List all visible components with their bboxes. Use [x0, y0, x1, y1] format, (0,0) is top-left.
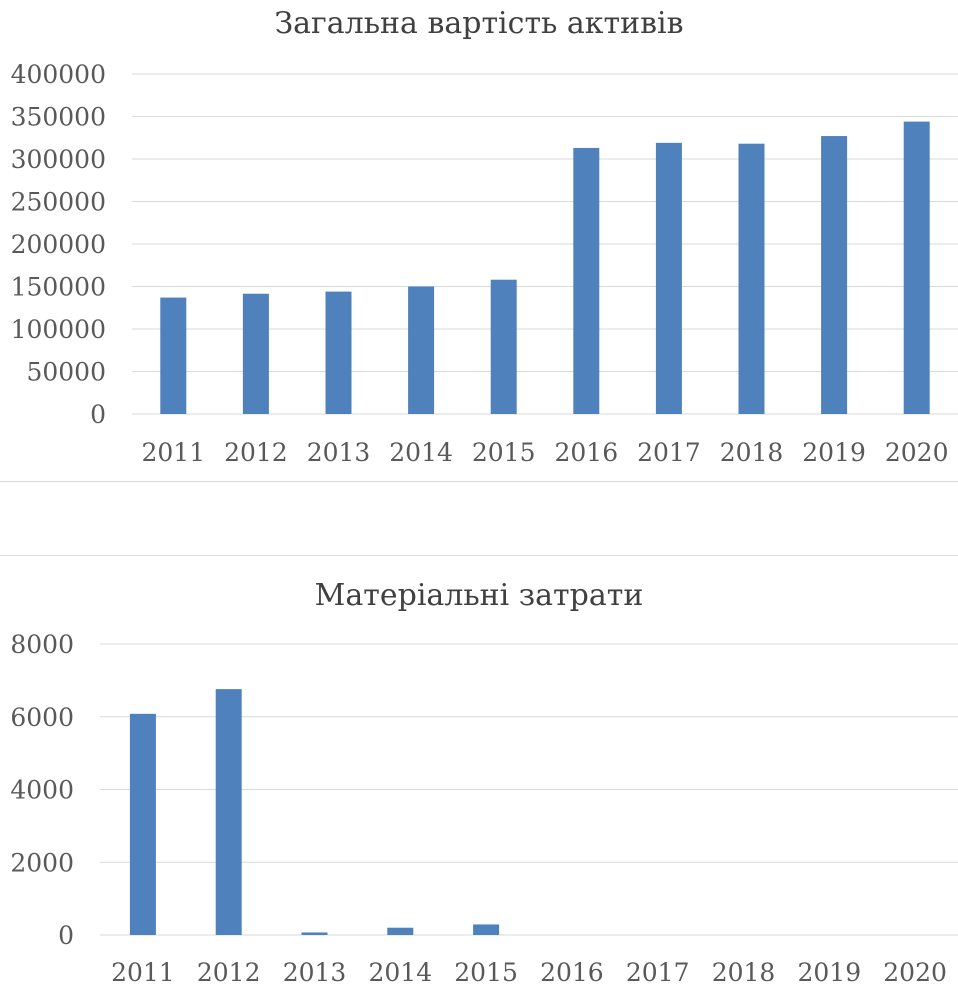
x-tick-label: 2013	[307, 438, 371, 467]
bar	[325, 291, 352, 414]
chart-plot-area: 0 50000 100000 150000 200000 250000 300000 3500…	[11, 60, 958, 467]
x-tick-label: 2020	[883, 958, 947, 987]
x-tick-label: 2017	[637, 438, 701, 467]
chart-plot-area: 0 2000 4000 6000 8000 2011 2012 2013 2014 2015 201…	[10, 630, 958, 987]
x-tick-label: 2018	[712, 958, 776, 987]
x-tick-label: 2012	[224, 438, 288, 467]
x-tick-label: 2011	[141, 438, 205, 467]
y-tick-label: 8000	[10, 630, 74, 659]
x-tick-label: 2014	[389, 438, 453, 467]
chart-divider	[0, 555, 958, 556]
x-tick-label: 2015	[454, 958, 518, 987]
x-tick-label: 2015	[472, 438, 536, 467]
bar	[573, 147, 600, 414]
bar	[655, 142, 682, 414]
y-tick-label: 150000	[11, 273, 106, 302]
y-tick-label: 4000	[10, 776, 74, 805]
bar	[490, 279, 517, 414]
y-tick-label: 0	[90, 400, 106, 429]
bar	[821, 136, 848, 415]
y-tick-label: 250000	[11, 188, 106, 217]
x-tick-label: 2020	[885, 438, 949, 467]
x-tick-label: 2019	[802, 438, 866, 467]
bar	[242, 293, 269, 414]
y-tick-label: 0	[58, 921, 74, 950]
bar	[473, 924, 500, 935]
y-tick-label: 350000	[11, 103, 106, 132]
x-tick-label: 2018	[720, 438, 784, 467]
y-tick-label: 400000	[11, 60, 106, 89]
y-tick-label: 200000	[11, 230, 106, 259]
x-tick-label: 2011	[111, 958, 175, 987]
y-tick-label: 50000	[26, 358, 106, 387]
bar	[738, 143, 765, 414]
x-tick-label: 2016	[540, 958, 604, 987]
x-tick-label: 2016	[554, 438, 618, 467]
chart-total-assets: Загальна вартість активів 0 50000 100000 15…	[0, 0, 958, 480]
y-tick-label: 300000	[11, 145, 106, 174]
bar	[129, 713, 156, 935]
y-tick-label: 100000	[11, 315, 106, 344]
x-tick-label: 2013	[283, 958, 347, 987]
chart-title: Матеріальні затрати	[314, 578, 644, 613]
bar	[387, 927, 414, 935]
bar	[215, 689, 242, 935]
x-tick-label: 2017	[626, 958, 690, 987]
bar	[301, 932, 328, 935]
chart-divider	[0, 481, 958, 482]
x-tick-label: 2012	[197, 958, 261, 987]
y-tick-label: 6000	[10, 703, 74, 732]
bar	[160, 297, 187, 414]
chart-material-costs: Матеріальні затрати 0 2000 4000 6000 8000 201…	[0, 556, 958, 994]
chart-title: Загальна вартість активів	[274, 6, 684, 41]
x-tick-label: 2019	[797, 958, 861, 987]
bar	[903, 121, 930, 414]
y-tick-label: 2000	[10, 848, 74, 877]
x-tick-label: 2014	[368, 958, 432, 987]
bar	[408, 286, 435, 414]
